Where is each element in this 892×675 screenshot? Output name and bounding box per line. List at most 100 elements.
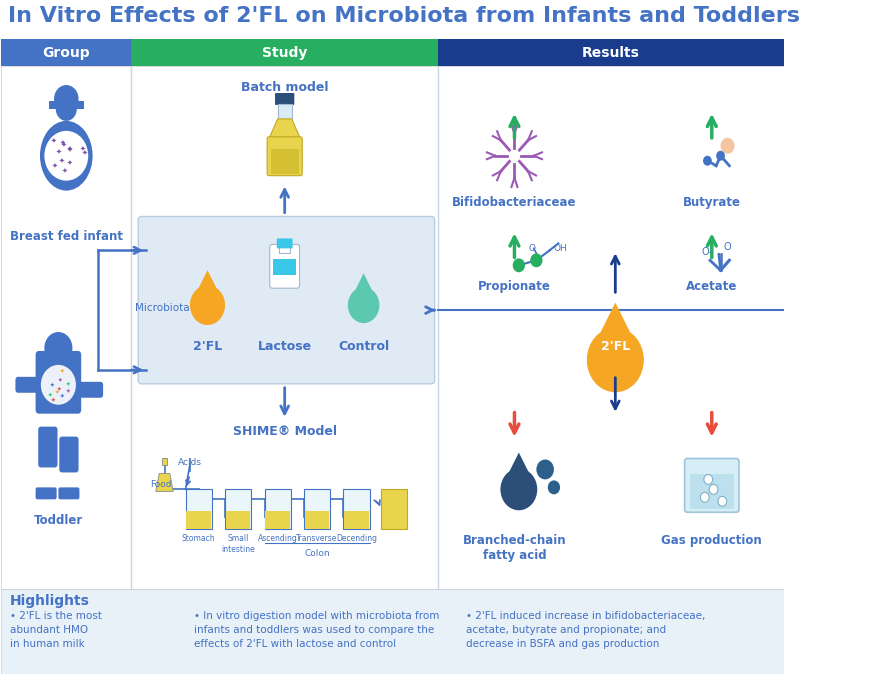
- Bar: [270, 148, 299, 173]
- Text: Results: Results: [582, 46, 640, 59]
- Text: Branched-chain
fatty acid: Branched-chain fatty acid: [463, 534, 566, 562]
- Circle shape: [500, 468, 537, 510]
- Bar: [438, 39, 784, 66]
- Circle shape: [45, 131, 88, 181]
- Bar: [343, 489, 370, 529]
- Bar: [277, 104, 292, 119]
- Text: ✦: ✦: [62, 168, 68, 173]
- Text: Colon: Colon: [304, 549, 330, 558]
- Text: ✦: ✦: [52, 163, 57, 169]
- Text: Lactose: Lactose: [258, 340, 311, 353]
- Text: ✦: ✦: [59, 140, 65, 146]
- Bar: [273, 259, 296, 275]
- Circle shape: [703, 156, 712, 165]
- Bar: [186, 489, 212, 529]
- Circle shape: [704, 475, 713, 485]
- FancyBboxPatch shape: [38, 427, 57, 468]
- Bar: [225, 489, 252, 529]
- Text: ✦: ✦: [65, 382, 70, 387]
- Text: O-: O-: [702, 247, 713, 257]
- Circle shape: [41, 365, 76, 405]
- FancyBboxPatch shape: [59, 437, 78, 472]
- Circle shape: [721, 138, 735, 154]
- FancyBboxPatch shape: [73, 382, 103, 398]
- Text: Control: Control: [338, 340, 389, 353]
- Text: • In vitro digestion model with microbiota from
infants and toddlers was used to: • In vitro digestion model with microbio…: [194, 611, 440, 649]
- Text: 2'FL: 2'FL: [600, 340, 630, 354]
- FancyBboxPatch shape: [138, 217, 434, 384]
- Circle shape: [716, 151, 725, 161]
- Circle shape: [513, 259, 525, 272]
- Polygon shape: [587, 302, 644, 360]
- Text: • 2'FL induced increase in bifidobacteriaceae,
acetate, butyrate and propionate;: • 2'FL induced increase in bifidobacteri…: [467, 611, 706, 649]
- Text: ✦: ✦: [55, 390, 60, 395]
- FancyBboxPatch shape: [36, 351, 81, 414]
- Polygon shape: [156, 473, 173, 491]
- Text: ✦: ✦: [66, 389, 70, 394]
- Text: In Vitro Effects of 2'FL on Microbiota from Infants and Toddlers: In Vitro Effects of 2'FL on Microbiota f…: [8, 6, 800, 26]
- Bar: [49, 101, 84, 109]
- FancyBboxPatch shape: [161, 458, 167, 466]
- Circle shape: [54, 85, 78, 113]
- Text: Gas production: Gas production: [662, 534, 762, 547]
- Text: Toddler: Toddler: [34, 514, 83, 527]
- Bar: [690, 475, 734, 510]
- Circle shape: [587, 327, 644, 392]
- Text: ✦: ✦: [60, 369, 64, 374]
- Text: SHIME® Model: SHIME® Model: [233, 425, 336, 437]
- FancyBboxPatch shape: [15, 377, 44, 393]
- FancyBboxPatch shape: [36, 487, 57, 500]
- Circle shape: [56, 97, 77, 121]
- Text: ✦: ✦: [67, 160, 73, 166]
- Polygon shape: [500, 452, 537, 489]
- Text: O: O: [528, 244, 535, 253]
- Circle shape: [718, 496, 727, 506]
- Bar: [2, 66, 784, 589]
- Text: O: O: [723, 242, 731, 252]
- Bar: [266, 511, 290, 529]
- Text: Transverse: Transverse: [296, 534, 338, 543]
- Text: ✦: ✦: [60, 394, 65, 398]
- Bar: [344, 511, 369, 529]
- Text: Highlights: Highlights: [10, 594, 90, 608]
- FancyBboxPatch shape: [58, 487, 79, 500]
- FancyBboxPatch shape: [277, 238, 293, 248]
- Circle shape: [536, 460, 554, 479]
- Text: ✦: ✦: [55, 148, 62, 155]
- Circle shape: [190, 286, 225, 325]
- Text: Decending: Decending: [336, 534, 377, 543]
- Circle shape: [548, 481, 560, 494]
- Text: ✦: ✦: [58, 157, 64, 163]
- Text: ✦: ✦: [56, 387, 62, 392]
- Bar: [265, 489, 291, 529]
- Circle shape: [700, 492, 709, 502]
- Polygon shape: [190, 270, 225, 305]
- Text: ✦: ✦: [66, 145, 72, 151]
- Polygon shape: [348, 273, 379, 305]
- Text: Butyrate: Butyrate: [682, 196, 740, 209]
- Bar: [279, 242, 290, 253]
- Text: Acetate: Acetate: [686, 280, 738, 293]
- Text: ✦: ✦: [67, 146, 73, 153]
- FancyBboxPatch shape: [275, 93, 294, 105]
- Bar: [131, 39, 438, 66]
- Text: ✦: ✦: [50, 138, 56, 144]
- Text: ✦: ✦: [50, 382, 54, 387]
- Text: 2'FL: 2'FL: [193, 340, 222, 353]
- Bar: [304, 489, 330, 529]
- Text: Microbiota: Microbiota: [135, 303, 189, 313]
- Circle shape: [709, 485, 718, 494]
- Text: Study: Study: [262, 46, 308, 59]
- FancyBboxPatch shape: [269, 244, 300, 288]
- Circle shape: [530, 253, 542, 267]
- FancyBboxPatch shape: [267, 137, 302, 176]
- Bar: [226, 511, 251, 529]
- Circle shape: [348, 287, 379, 323]
- Text: Batch model: Batch model: [241, 81, 328, 94]
- Text: Propionate: Propionate: [478, 280, 551, 293]
- Circle shape: [45, 332, 72, 364]
- Text: ✦: ✦: [79, 146, 86, 152]
- Text: Bifidobacteriaceae: Bifidobacteriaceae: [452, 196, 577, 209]
- Text: Ascending: Ascending: [258, 534, 298, 543]
- Bar: [2, 589, 784, 674]
